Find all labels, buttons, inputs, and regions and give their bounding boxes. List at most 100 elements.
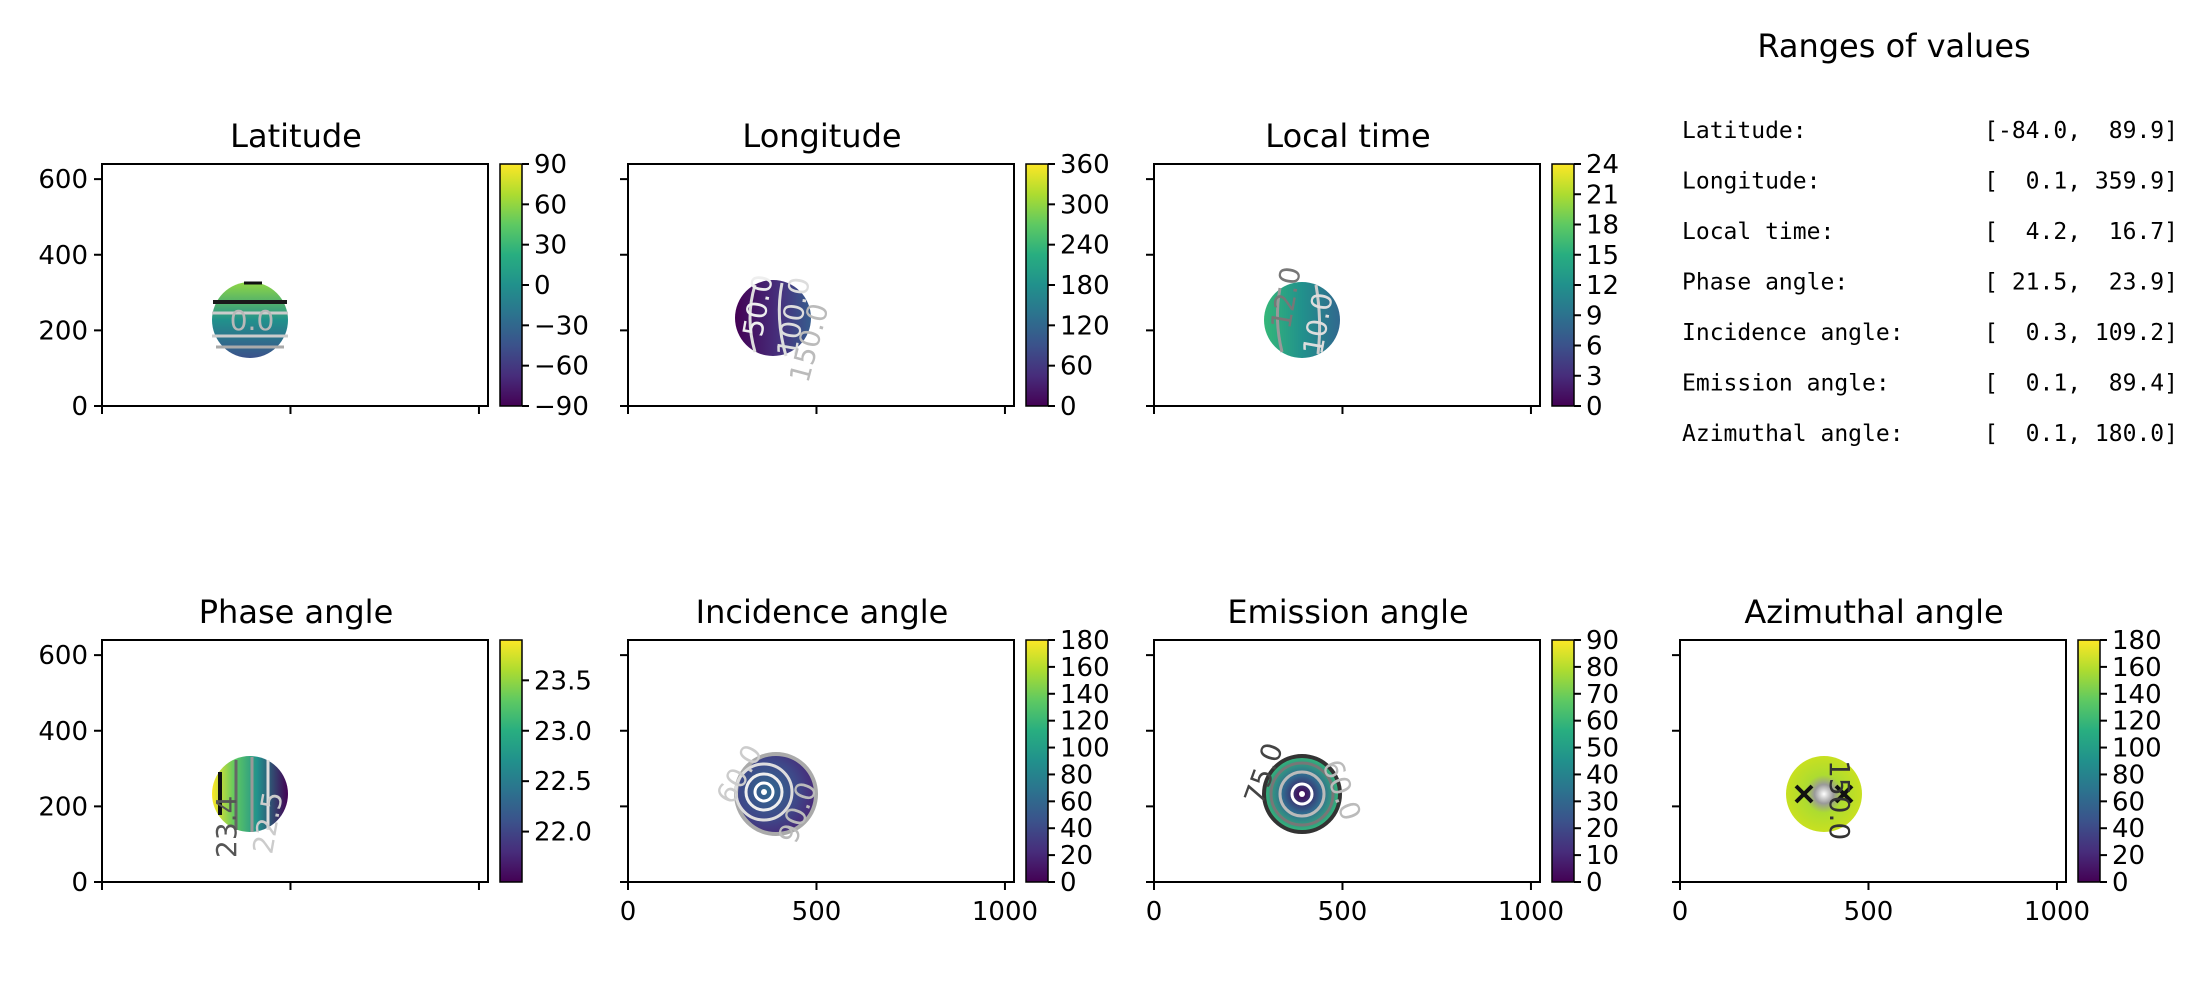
contour-line (1278, 770, 1326, 818)
colorbar (1551, 639, 1575, 883)
contour-line (1834, 784, 1854, 804)
colorbar-tick-label: 40 (1586, 760, 1619, 790)
colorbar-tick-label: 300 (1060, 190, 1110, 220)
range-label: Local time: (1682, 219, 1834, 245)
colorbar-tick-label: 22.0 (534, 818, 592, 848)
panel-title: Incidence angle (696, 593, 949, 631)
x-tick-label: 1000 (1498, 897, 1564, 927)
x-tick-label: 500 (1844, 897, 1894, 927)
range-value: [ 0.1, 89.4] (1984, 371, 2178, 397)
colorbar-tick-label: 0 (534, 271, 551, 301)
colorbar-tick-label: 100 (2112, 734, 2162, 764)
colorbar-tick-label: 6 (1586, 332, 1603, 362)
range-label: Longitude: (1682, 169, 1820, 195)
colorbar-tick-label: 120 (2112, 707, 2162, 737)
x-tick-label: 1000 (2024, 897, 2090, 927)
colorbar-tick-label: 0 (1060, 868, 1077, 898)
colorbar-tick-label: 24 (1586, 150, 1619, 180)
colorbar-tick-label: 22.5 (534, 767, 592, 797)
colorbar-tick-label: 20 (1586, 814, 1619, 844)
disk-image: 0.0 (212, 281, 288, 358)
colorbar-tick-label: 0 (1060, 392, 1077, 422)
colorbar-tick-label: 60 (534, 190, 567, 220)
panel-azimuthal-angle: Azimuthal angle 150.0 0 500 10001801601401… (1672, 593, 2162, 927)
colorbar (1025, 639, 1049, 883)
panel-title: Local time (1265, 117, 1430, 155)
contour-label: 23.4 (210, 796, 243, 858)
panel-longitude: Longitude 50.0 100.0 150.0 360 300 240 180 1… (620, 117, 1110, 422)
contour-label: 150.0 (1823, 760, 1856, 840)
colorbar-tick-label: 120 (1060, 707, 1110, 737)
colorbar-tick-label: 80 (1586, 653, 1619, 683)
colorbar-tick-label: 160 (1060, 653, 1110, 683)
colorbar (499, 639, 523, 883)
x-tick-label: 0 (1672, 897, 1689, 927)
colorbar-tick-label: 0 (1586, 392, 1603, 422)
colorbar-tick-label: 180 (2112, 626, 2162, 656)
y-tick-label: 200 (38, 316, 88, 346)
colorbar (499, 163, 523, 407)
y-tick-label: 600 (38, 165, 88, 195)
colorbar-tick-label: 120 (1060, 311, 1110, 341)
axes-frame (101, 163, 489, 407)
colorbar-tick-label: 140 (2112, 680, 2162, 710)
panel-title: Longitude (742, 117, 901, 155)
y-tick-label: 400 (38, 717, 88, 747)
contour-line (777, 282, 788, 357)
colorbar-tick-label: 10 (1586, 841, 1619, 871)
colorbar-tick-label: 240 (1060, 231, 1110, 261)
panel-phase-angle: Phase angle 23.4 22.5 0 200 400 600 23.5 23.0… (38, 593, 592, 898)
axes-frame (1153, 163, 1541, 407)
colorbar-tick-label: 12 (1586, 271, 1619, 301)
x-tick-label: 0 (620, 897, 637, 927)
panel-title: Phase angle (199, 593, 394, 631)
contour-line (744, 772, 784, 812)
range-label: Latitude: (1682, 118, 1807, 144)
y-tick-label: 400 (38, 241, 88, 271)
contour-line (1794, 784, 1814, 804)
y-tick-label: 0 (71, 868, 88, 898)
colorbar-tick-label: 90 (1586, 626, 1619, 656)
colorbar-tick-label: 180 (1060, 626, 1110, 656)
range-value: [ 0.3, 109.2] (1984, 320, 2178, 346)
x-tick-label: 500 (1318, 897, 1368, 927)
contour-label: 0.0 (230, 304, 275, 337)
range-label: Incidence angle: (1682, 320, 1904, 346)
colorbar-tick-label: 23.5 (534, 666, 592, 696)
colorbar-tick-label: −90 (534, 392, 589, 422)
colorbar-tick-label: 60 (2112, 787, 2145, 817)
axes-frame (627, 163, 1015, 407)
ranges-panel: Ranges of values Latitude: [-84.0, 89.9]L… (1682, 27, 2178, 447)
colorbar-tick-label: 70 (1586, 680, 1619, 710)
x-tick-label: 1000 (972, 897, 1038, 927)
colorbar-tick-label: 80 (2112, 760, 2145, 790)
colorbar-tick-label: 60 (1060, 352, 1093, 382)
panel-title: Emission angle (1227, 593, 1468, 631)
colorbar-tick-label: 0 (1586, 868, 1603, 898)
range-label: Phase angle: (1682, 270, 1848, 296)
range-label: Azimuthal angle: (1682, 421, 1904, 447)
colorbar-tick-label: 18 (1586, 211, 1619, 241)
axes-frame (101, 639, 489, 883)
disk-image: 150.0 (1786, 756, 1862, 840)
colorbar-tick-label: 180 (1060, 271, 1110, 301)
colorbar (1551, 163, 1575, 407)
contour-line (734, 762, 794, 822)
colorbar-tick-label: 40 (2112, 814, 2145, 844)
ranges-list: Latitude: [-84.0, 89.9] Longitude: [ 0.1, 3… (1682, 118, 2178, 447)
colorbar-tick-label: 0 (2112, 868, 2129, 898)
colorbar-tick-label: 90 (534, 150, 567, 180)
panel-incidence-angle: Incidence angle 60.0 90.0 0 500 1000180160… (620, 593, 1110, 927)
colorbar-tick-label: 30 (534, 231, 567, 261)
colorbar-tick-label: 100 (1060, 734, 1110, 764)
colorbar-tick-label: 9 (1586, 301, 1603, 331)
colorbar-tick-label: 20 (1060, 841, 1093, 871)
panel-title: Azimuthal angle (1744, 593, 2003, 631)
y-tick-label: 0 (71, 392, 88, 422)
ranges-title: Ranges of values (1757, 27, 2030, 65)
colorbar (1025, 163, 1049, 407)
contour-line (1290, 782, 1314, 806)
colorbar (2077, 639, 2101, 883)
disk-image: 23.4 22.5 (210, 756, 290, 858)
